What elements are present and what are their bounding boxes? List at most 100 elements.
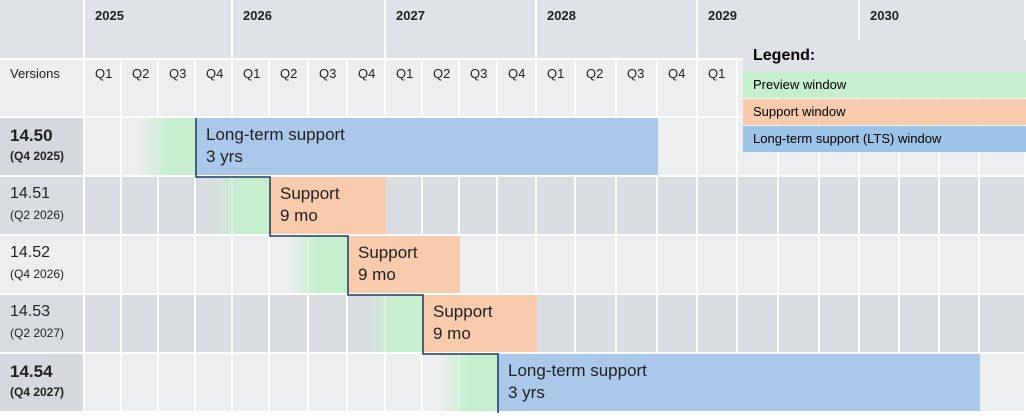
bar-title: Long-term support [508, 361, 647, 380]
year-label: 2027 [396, 8, 425, 23]
year-label: 2025 [95, 8, 124, 23]
grid-cell [820, 236, 860, 295]
grid-cell [233, 295, 270, 354]
grid-cell [658, 118, 698, 177]
grid-cell [159, 236, 196, 295]
grid-cell [576, 295, 617, 354]
support-window: Support 9 mo [270, 177, 386, 234]
legend-item: Preview window [743, 72, 1026, 98]
quarter-label: Q4 [206, 66, 224, 81]
quarter-label: Q2 [132, 66, 150, 81]
quarter-cell: Q3 [617, 60, 658, 118]
quarter-label: Q4 [358, 66, 376, 81]
grid-cell [779, 236, 820, 295]
quarter-cell: Q4 [196, 60, 233, 118]
grid-cell [617, 236, 658, 295]
quarter-label: Q4 [508, 66, 526, 81]
version-cell: 14.52 (Q4 2026) [0, 236, 85, 295]
grid-cell [85, 295, 122, 354]
grid-cell [537, 236, 576, 295]
preview-window [366, 295, 423, 352]
preview-window [440, 354, 498, 411]
grid-cell [498, 177, 537, 236]
year-cell: 2028 [537, 0, 698, 60]
grid-cell [698, 177, 738, 236]
grid-cell [386, 177, 423, 236]
year-label: 2026 [243, 8, 272, 23]
grid-cell [122, 177, 159, 236]
quarter-label: Q1 [396, 66, 414, 81]
grid-cell [980, 295, 1026, 354]
bar-duration: 9 mo [280, 206, 318, 225]
version-number: 14.50 [10, 126, 53, 145]
support-window: Support 9 mo [348, 236, 460, 293]
grid-cell [233, 354, 270, 413]
grid-cell [270, 295, 309, 354]
grid-cell [860, 295, 900, 354]
quarter-cell: Q1 [537, 60, 576, 118]
quarter-label: Q2 [586, 66, 604, 81]
header-cell [0, 0, 85, 60]
grid-cell [658, 177, 698, 236]
grid-cell [980, 177, 1026, 236]
quarter-label: Q3 [169, 66, 187, 81]
year-cell: 2026 [233, 0, 386, 60]
version-number: 14.54 [10, 362, 53, 381]
grid-cell [820, 177, 860, 236]
support-window: Long-term support 3 yrs [498, 354, 980, 411]
version-date: (Q4 2027) [10, 385, 65, 399]
grid-cell [658, 295, 698, 354]
grid-cell [159, 295, 196, 354]
quarter-cell: Q4 [348, 60, 386, 118]
grid-cell [309, 295, 348, 354]
grid-cell [698, 118, 738, 177]
version-date: (Q2 2026) [10, 208, 65, 222]
grid-cell [460, 236, 498, 295]
grid-cell [900, 295, 940, 354]
grid-cell [159, 177, 196, 236]
grid-cell [779, 295, 820, 354]
grid-cell [698, 295, 738, 354]
quarter-label: Q2 [280, 66, 298, 81]
preview-window [139, 118, 196, 175]
grid-cell [738, 295, 779, 354]
grid-cell [860, 236, 900, 295]
quarter-label: Q2 [433, 66, 451, 81]
year-cell: 2025 [85, 0, 233, 60]
grid-cell [85, 118, 122, 177]
version-number: 14.52 [10, 244, 51, 261]
bar-duration: 3 yrs [206, 147, 243, 166]
support-window: Support 9 mo [423, 295, 537, 352]
grid-cell [658, 236, 698, 295]
quarter-label: Q1 [95, 66, 113, 81]
grid-cell [980, 236, 1026, 295]
legend-title: Legend: [743, 40, 1026, 72]
quarter-label: Q3 [627, 66, 645, 81]
version-date: (Q4 2026) [10, 267, 65, 281]
quarter-label: Q3 [470, 66, 488, 81]
grid-cell [386, 354, 423, 413]
quarter-cell: Q4 [658, 60, 698, 118]
grid-cell [779, 177, 820, 236]
grid-cell [738, 177, 779, 236]
support-window: Long-term support 3 yrs [196, 118, 658, 175]
quarter-label: Q1 [547, 66, 565, 81]
quarter-cell: Q2 [122, 60, 159, 118]
version-cell: 14.53 (Q2 2027) [0, 295, 85, 354]
grid-cell [196, 236, 233, 295]
quarter-cell: Q3 [159, 60, 196, 118]
version-number: 14.53 [10, 303, 51, 320]
quarter-cell: Q1 [698, 60, 738, 118]
grid-cell [537, 177, 576, 236]
quarter-cell: Q2 [423, 60, 460, 118]
preview-window [213, 177, 270, 234]
year-label: 2029 [708, 8, 737, 23]
grid-cell [196, 295, 233, 354]
bar-duration: 3 yrs [508, 383, 545, 402]
legend-item: Long-term support (LTS) window [743, 126, 1026, 152]
quarter-cell: Q3 [460, 60, 498, 118]
quarter-cell: Q2 [576, 60, 617, 118]
grid-cell [617, 295, 658, 354]
preview-window [289, 236, 348, 293]
